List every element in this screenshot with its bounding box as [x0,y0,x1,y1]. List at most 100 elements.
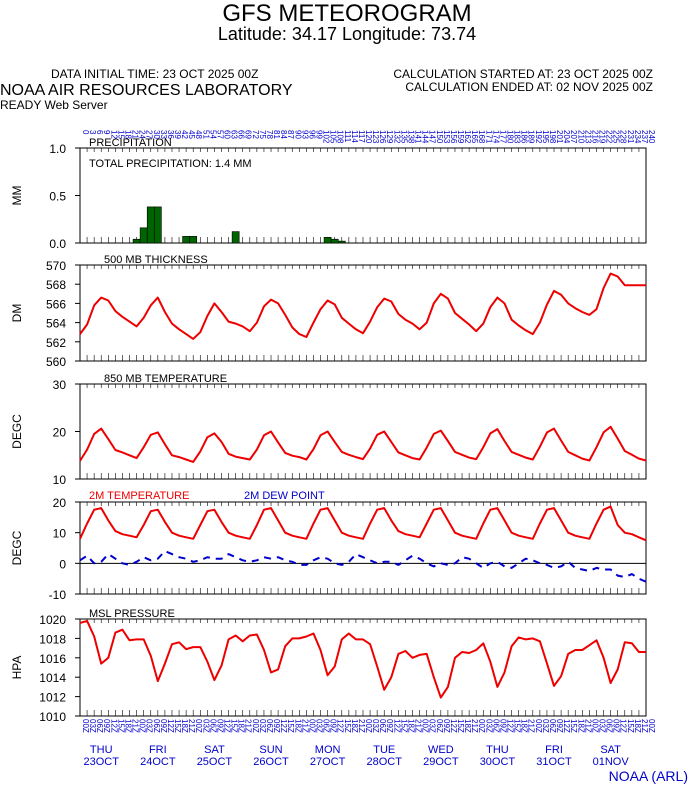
precipitation-bar [132,238,141,244]
utc-hour-label: 15Z [569,719,578,733]
precipitation-bar [182,236,190,244]
forecast-hour-label: 201 [555,130,564,144]
forecast-hour-label: 240 [647,130,656,144]
forecast-hour-label: 144 [421,130,430,144]
forecast-hour-label: 39 [173,130,182,139]
utc-hour-label: 00Z [138,719,147,733]
credit-label: NOAA (ARL) [608,768,688,784]
utc-hour-label: 15Z [230,719,239,733]
utc-hour-label: 00Z [590,719,599,733]
date-label: 23OCT [83,756,119,768]
utc-hour-label: 12Z [223,719,232,733]
utc-hour-label: 21Z [414,719,423,733]
utc-hour-label: 09Z [555,719,564,733]
y-tick-label: 562 [46,336,66,350]
y-tick-label: 1010 [39,710,66,724]
utc-hour-label: 06Z [265,719,274,733]
data-initial-time: DATA INITIAL TIME: 23 OCT 2025 00Z [51,67,259,81]
date-label: 29OCT [423,756,459,768]
utc-hour-label: 15Z [626,719,635,733]
forecast-hour-label: 168 [477,130,486,144]
forecast-hour-label: 195 [541,130,550,144]
day-of-week-label: SAT [204,744,225,756]
forecast-hour-label: 69 [244,130,253,139]
utc-hour-label: 18Z [350,719,359,733]
forecast-hour-label: 126 [378,130,387,144]
utc-hour-label: 03Z [314,719,323,733]
forecast-hour-label: 171 [484,130,493,144]
forecast-hour-label: 162 [463,130,472,144]
day-of-week-label: SUN [259,744,282,756]
day-of-week-label: FRI [545,744,563,756]
utc-hour-label: 06Z [95,719,104,733]
forecast-hour-label: 228 [619,130,628,144]
y-axis-label: DEGC [10,530,24,565]
forecast-hour-label: 84 [279,130,288,139]
utc-hour-label: 21Z [187,719,196,733]
panel-frame [79,501,647,595]
day-of-week-label: FRI [149,744,167,756]
utc-hour-label: 00Z [81,719,90,733]
utc-hour-label: 06Z [548,719,557,733]
y-tick-label: 564 [46,317,66,331]
forecast-hour-label: 156 [449,130,458,144]
utc-hour-label: 00Z [421,719,430,733]
forecast-hour-label: 15 [116,130,125,139]
utc-hour-label: 15Z [399,719,408,733]
page-title: GFS METEOROGRAM [222,0,472,27]
forecast-hour-label: 54 [208,130,217,139]
utc-hour-label: 12Z [506,719,515,733]
utc-hour-label: 21Z [244,719,253,733]
dew-point-line [79,550,647,583]
lab-name: NOAA AIR RESOURCES LABORATORY [0,82,293,99]
y-tick-label: 1018 [39,632,66,646]
panel-frame [79,383,647,480]
date-label: 24OCT [140,756,176,768]
utc-hour-label: 12Z [336,719,345,733]
forecast-hour-label: 147 [428,130,437,144]
forecast-hour-label: 33 [159,130,168,139]
y-tick-label: 30 [53,378,67,392]
forecast-hour-label: 219 [597,130,606,144]
forecast-hour-label: 117 [357,130,366,143]
forecast-hour-label: 18 [123,130,132,139]
forecast-hour-label: 72 [251,130,260,139]
forecast-hour-label: 198 [548,130,557,144]
forecast-hour-label: 24 [138,130,147,139]
utc-hour-label: 03Z [145,719,154,733]
utc-hour-label: 18Z [576,719,585,733]
forecast-hour-label: 57 [215,130,224,139]
panel-title: PRECIPITATION [89,137,172,149]
utc-hour-label: 00Z [364,719,373,733]
forecast-hour-label: 159 [456,130,465,144]
forecast-hour-label: 9 [102,130,111,135]
utc-hour-label: 21Z [583,719,592,733]
y-tick-label: 1.0 [49,142,66,156]
y-tick-label: 566 [46,297,66,311]
utc-hour-label: 12Z [449,719,458,733]
utc-hour-label: 03Z [88,719,97,733]
forecast-hour-label: 0 [81,130,90,135]
day-of-week-label: THU [486,744,509,756]
series-line [79,619,646,699]
utc-hour-label: 03Z [597,719,606,733]
precipitation-bar [189,236,198,244]
utc-hour-label: 18Z [180,719,189,733]
forecast-hour-label: 204 [562,130,571,144]
utc-hour-label: 09Z [102,719,111,733]
forecast-hour-label: 60 [223,130,232,139]
utc-hour-label: 03Z [484,719,493,733]
forecast-hour-label: 180 [506,130,515,144]
precipitation-bar [231,231,240,244]
forecast-hour-label: 174 [491,130,500,144]
day-of-week-label: SAT [600,744,621,756]
forecast-hour-label: 210 [576,130,585,144]
utc-hour-label: 06Z [378,719,387,733]
utc-hour-label: 21Z [527,719,536,733]
utc-hour-label: 15Z [173,719,182,733]
utc-hour-label: 03Z [428,719,437,733]
forecast-hour-label: 111 [343,130,352,143]
utc-hour-label: 15Z [343,719,352,733]
forecast-hour-label: 21 [131,130,140,139]
forecast-hour-label: 120 [364,130,373,144]
